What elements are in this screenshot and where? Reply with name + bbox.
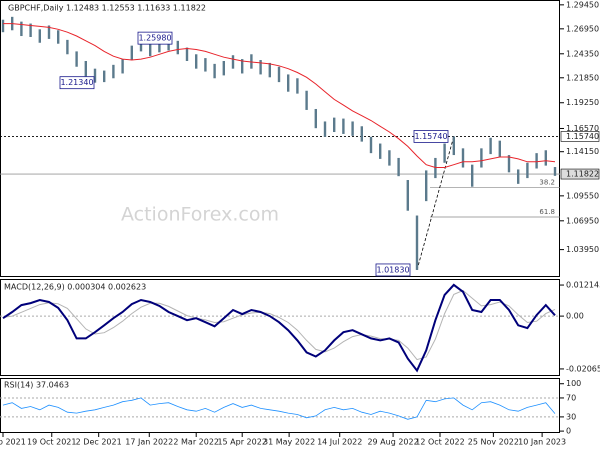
x-tick-label: 10 Jan 2023 — [518, 438, 566, 447]
moving-average — [3, 23, 556, 168]
y-tick-label: 1.26950 — [566, 24, 599, 33]
y-tick-label: 70 — [566, 393, 576, 402]
watermark: ActionForex.com — [121, 204, 279, 226]
y-tick-label: 30 — [566, 412, 576, 421]
rsi-panel — [0, 378, 560, 433]
price-label: 1.15740 — [566, 132, 599, 141]
rsi-line — [2, 397, 556, 420]
y-tick-label: 100 — [566, 379, 581, 388]
y-tick-label: 1.06950 — [566, 216, 599, 225]
y-tick-label: 1.14150 — [566, 147, 599, 156]
x-tick-label: 3 Sep 2021 — [0, 438, 26, 447]
annotation-box — [137, 31, 173, 45]
y-tick-label: 1.19250 — [566, 98, 599, 107]
x-tick-label: 25 Nov 2022 — [468, 438, 519, 447]
x-tick-label: 19 Oct 2021 — [27, 438, 76, 447]
annotation-box — [413, 130, 449, 143]
y-tick-label: -0.020656 — [566, 364, 600, 373]
x-tick-label: 2 Mar 2022 — [173, 438, 219, 447]
y-tick-label: 1.21850 — [566, 73, 599, 82]
price-label-box — [560, 131, 600, 142]
y-tick-label: 1.03950 — [566, 245, 599, 254]
annotation: 1.01830 — [376, 265, 409, 274]
y-tick-label: 0 — [566, 427, 571, 436]
price-panel — [0, 0, 560, 277]
signal-line — [2, 289, 556, 361]
y-tick-label: 1.29450 — [566, 0, 599, 9]
annotation-box — [375, 263, 411, 277]
macd-line — [2, 283, 556, 373]
panel-title: MACD(12,26,9) 0.000304 0.002623 — [4, 283, 146, 292]
y-tick-label: 1.09550 — [566, 191, 599, 200]
fib-label: 38.2 — [539, 179, 555, 187]
retracement-line — [416, 136, 455, 271]
annotation: 1.25980 — [138, 34, 171, 43]
macd-panel — [0, 279, 560, 376]
x-tick-label: 17 Jan 2022 — [125, 438, 173, 447]
x-tick-label: 2 Dec 2021 — [76, 438, 122, 447]
panel-title: RSI(14) 37.0463 — [4, 381, 69, 390]
annotation-box — [59, 76, 95, 90]
x-tick-label: 15 Apr 2022 — [217, 438, 266, 447]
chart-title: GBPCHF,Daily 1.12483 1.12553 1.11633 1.1… — [8, 4, 206, 13]
y-tick-label: 0.00 — [566, 312, 584, 321]
x-tick-label: 14 Jul 2022 — [317, 438, 362, 447]
y-tick-label: 1.16570 — [566, 124, 599, 133]
y-tick-label: 1.24350 — [566, 49, 599, 58]
price-label-box — [560, 168, 600, 180]
x-tick-label: 31 May 2022 — [263, 438, 315, 447]
fib-label: 61.8 — [539, 208, 555, 216]
y-tick-label: 0.012145 — [566, 281, 600, 290]
x-tick-label: 29 Aug 2022 — [367, 438, 418, 447]
price-label: 1.11822 — [566, 170, 599, 179]
x-tick-label: 12 Oct 2022 — [415, 438, 464, 447]
annotation: 1.15740 — [414, 132, 447, 141]
annotation: 1.21340 — [60, 78, 93, 87]
